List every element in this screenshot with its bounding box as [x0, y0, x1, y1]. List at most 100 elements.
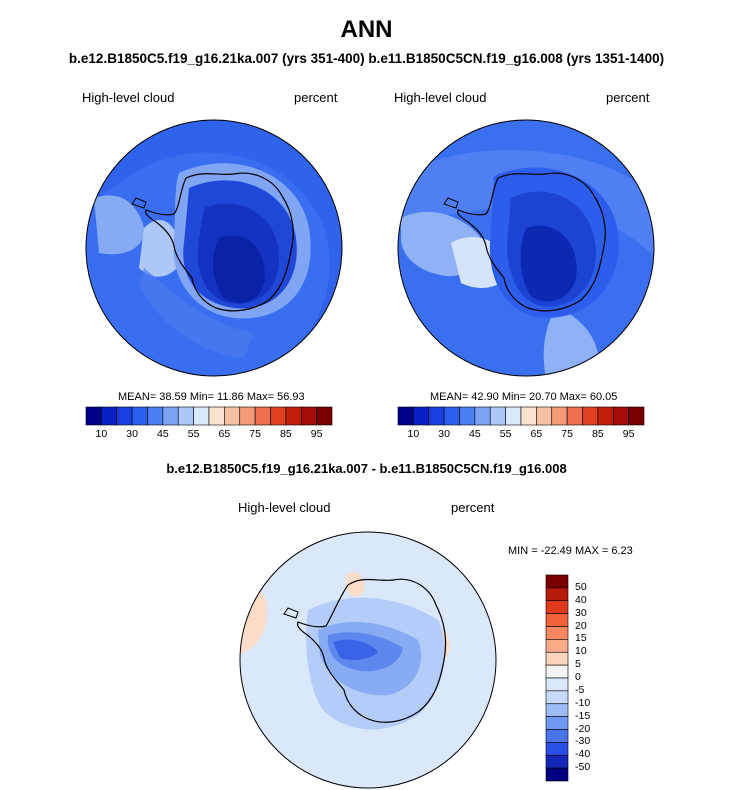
difference-colorbar-tick-label: -10 [575, 696, 591, 709]
left-colorbar-swatch [162, 406, 179, 426]
difference-colorbar-tick-label: 50 [575, 580, 587, 593]
difference-colorbar-tick-label: 40 [575, 593, 587, 606]
difference-colorbar-swatch [545, 729, 569, 743]
right-colorbar-swatch [505, 406, 522, 426]
left-colorbar-swatch [239, 406, 256, 426]
right-colorbar-swatch [459, 406, 476, 426]
right-colorbar-tick-label: 95 [622, 428, 635, 440]
diff-panel-units: percent [451, 500, 495, 515]
left-colorbar-swatch [208, 406, 225, 426]
left-colorbar-swatch [85, 406, 102, 426]
left-colorbar-swatch [101, 406, 118, 426]
difference-colorbar-tick-label: -20 [575, 722, 591, 735]
right-colorbar [397, 406, 645, 426]
left-colorbar [85, 406, 333, 426]
right-colorbar-tick-label: 30 [438, 428, 450, 440]
left-colorbar-swatch [285, 406, 302, 426]
difference-colorbar-swatch [545, 690, 569, 705]
plot-title: ANN [340, 16, 393, 43]
difference-colorbar-tick-label: 5 [575, 658, 581, 671]
difference-colorbar-tick-label: -40 [575, 748, 591, 761]
right-colorbar-tick-label: 55 [499, 428, 512, 440]
left-colorbar-tick-label: 65 [218, 428, 231, 440]
left-panel-units: percent [294, 90, 338, 105]
difference-colorbar-swatch [545, 639, 569, 653]
difference-colorbar-swatch [545, 600, 569, 614]
left-colorbar-swatch [316, 406, 333, 426]
right-colorbar-swatch [582, 406, 599, 426]
left-colorbar-tick-label: 10 [95, 428, 108, 440]
difference-colorbar-tick-label: -50 [575, 761, 591, 774]
difference-polar-map [239, 531, 497, 789]
right-colorbar-ticks: 10 30 45 55 65 75 85 95 [398, 428, 644, 442]
right-colorbar-swatch [628, 406, 645, 426]
left-colorbar-swatch [300, 406, 317, 426]
right-colorbar-tick-label: 85 [592, 428, 604, 440]
left-colorbar-swatch [224, 406, 241, 426]
left-panel-variable: High-level cloud [82, 90, 175, 105]
left-colorbar-swatch [147, 406, 164, 426]
difference-colorbar [545, 574, 569, 782]
difference-colorbar-tick-label: 15 [575, 632, 587, 645]
difference-colorbar-tick-label: -30 [575, 735, 591, 748]
right-colorbar-swatch [551, 406, 568, 426]
right-colorbar-swatch [428, 406, 445, 426]
difference-colorbar-swatch [545, 742, 569, 756]
right-colorbar-tick-label: 75 [561, 428, 573, 440]
right-colorbar-tick-label: 10 [407, 428, 420, 440]
left-panel-stats: MEAN= 38.59 Min= 11.86 Max= 56.93 [118, 391, 305, 403]
right-panel-stats: MEAN= 42.90 Min= 20.70 Max= 60.05 [430, 391, 618, 403]
left-colorbar-ticks: 10 30 45 55 65 75 85 95 [86, 428, 332, 442]
difference-colorbar-swatch [545, 651, 569, 666]
right-colorbar-swatch [520, 406, 537, 426]
right-colorbar-swatch [536, 406, 553, 426]
plot-subtitle: b.e12.B1850C5.f19_g16.21ka.007 (yrs 351-… [68, 51, 665, 66]
left-colorbar-tick-label: 75 [249, 428, 261, 440]
difference-colorbar-swatch [545, 703, 569, 717]
right-colorbar-swatch [443, 406, 460, 426]
difference-colorbar-swatch [545, 626, 569, 640]
diff-panel-variable: High-level cloud [238, 500, 331, 515]
difference-colorbar-tick-label: 0 [575, 671, 581, 683]
right-colorbar-swatch [612, 406, 629, 426]
left-colorbar-tick-label: 95 [310, 428, 323, 440]
diff-panel-stats: MIN = -22.49 MAX = 6.23 [508, 545, 633, 557]
left-colorbar-swatch [131, 406, 148, 426]
left-colorbar-tick-label: 30 [126, 428, 138, 440]
right-panel-units: percent [606, 90, 650, 105]
right-colorbar-swatch [413, 406, 430, 426]
right-colorbar-tick-label: 65 [530, 428, 543, 440]
difference-colorbar-tick-label: 10 [575, 645, 587, 658]
right-colorbar-swatch [474, 406, 491, 426]
difference-colorbar-swatch [545, 767, 569, 782]
difference-colorbar-swatch [545, 574, 569, 589]
left-polar-map [85, 119, 343, 377]
left-colorbar-swatch [177, 406, 194, 426]
difference-colorbar-ticks: 50 40 30 20 15 10 5 0 -5 -10 -15 -20 -30 -40 -50 [573, 575, 613, 781]
difference-colorbar-swatch [545, 587, 569, 602]
difference-title: b.e12.B1850C5.f19_g16.21ka.007 - b.e11.B… [166, 461, 567, 476]
left-colorbar-swatch [116, 406, 133, 426]
difference-colorbar-swatch [545, 664, 569, 679]
difference-colorbar-swatch [545, 613, 569, 627]
difference-colorbar-tick-label: 30 [575, 606, 587, 619]
left-colorbar-tick-label: 85 [280, 428, 292, 440]
right-polar-map [397, 119, 655, 377]
right-colorbar-tick-label: 45 [469, 428, 481, 440]
difference-colorbar-swatch [545, 754, 569, 769]
difference-colorbar-swatch [545, 716, 569, 730]
right-colorbar-swatch [489, 406, 506, 426]
difference-colorbar-tick-label: -15 [575, 709, 591, 722]
left-colorbar-swatch [193, 406, 210, 426]
right-panel-variable: High-level cloud [394, 90, 487, 105]
left-colorbar-swatch [270, 406, 287, 426]
right-colorbar-swatch [597, 406, 614, 426]
left-colorbar-tick-label: 55 [187, 428, 200, 440]
difference-colorbar-tick-label: 20 [575, 619, 587, 632]
left-colorbar-swatch [254, 406, 271, 426]
difference-colorbar-swatch [545, 677, 569, 692]
right-colorbar-swatch [397, 406, 414, 426]
difference-colorbar-tick-label: -5 [575, 683, 585, 696]
left-colorbar-tick-label: 45 [157, 428, 169, 440]
right-colorbar-swatch [566, 406, 583, 426]
